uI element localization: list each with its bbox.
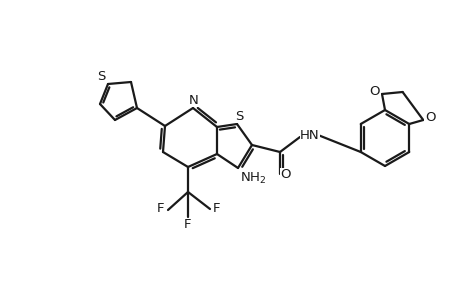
Text: F: F (213, 202, 220, 214)
Text: NH$_2$: NH$_2$ (239, 170, 266, 185)
Text: O: O (424, 110, 435, 124)
Text: S: S (96, 70, 105, 83)
Text: F: F (184, 218, 191, 232)
Text: S: S (234, 110, 243, 122)
Text: N: N (189, 94, 198, 106)
Text: HN: HN (300, 128, 319, 142)
Text: F: F (157, 202, 164, 215)
Text: O: O (280, 169, 291, 182)
Text: O: O (369, 85, 380, 98)
